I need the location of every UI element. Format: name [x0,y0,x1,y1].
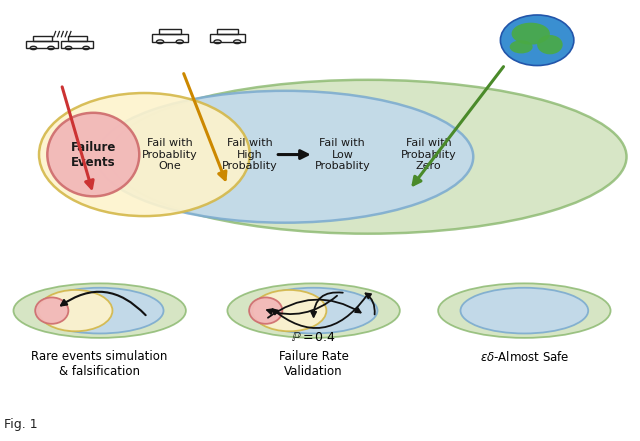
Ellipse shape [511,22,550,45]
Text: Fail with
Probablity
One: Fail with Probablity One [142,138,198,171]
Ellipse shape [461,288,588,333]
Text: Rare events simulation
& falsification: Rare events simulation & falsification [31,350,168,378]
Text: Fail with
Low
Probablity: Fail with Low Probablity [314,138,370,171]
Bar [209,34,245,42]
Ellipse shape [35,297,68,324]
Ellipse shape [36,288,164,333]
Ellipse shape [13,284,186,338]
Ellipse shape [537,35,563,54]
Bar [33,37,52,41]
Ellipse shape [509,40,532,53]
Ellipse shape [227,284,400,338]
Ellipse shape [97,91,473,223]
Ellipse shape [47,113,140,196]
Ellipse shape [438,284,611,338]
Text: Fail with
High
Probablity: Fail with High Probablity [222,138,278,171]
Bar [217,29,238,34]
Ellipse shape [500,15,574,66]
Ellipse shape [109,80,627,234]
Text: Fail with
Probablity
Zero: Fail with Probablity Zero [401,138,456,171]
Bar [159,29,180,34]
Ellipse shape [252,290,326,331]
Text: Failure Rate
Validation: Failure Rate Validation [278,350,349,378]
Text: $\mathbb{P} = 0.4$: $\mathbb{P} = 0.4$ [291,331,336,344]
Ellipse shape [249,297,282,324]
Ellipse shape [250,288,378,333]
Bar [61,41,93,48]
Bar [68,37,87,41]
Bar [26,41,58,48]
Text: $\epsilon\delta$-Almost Safe: $\epsilon\delta$-Almost Safe [479,350,569,364]
Ellipse shape [38,290,113,331]
Text: Fig. 1: Fig. 1 [4,418,38,430]
Bar [152,34,188,42]
Text: Failure
Events: Failure Events [70,141,116,168]
Ellipse shape [39,93,250,216]
